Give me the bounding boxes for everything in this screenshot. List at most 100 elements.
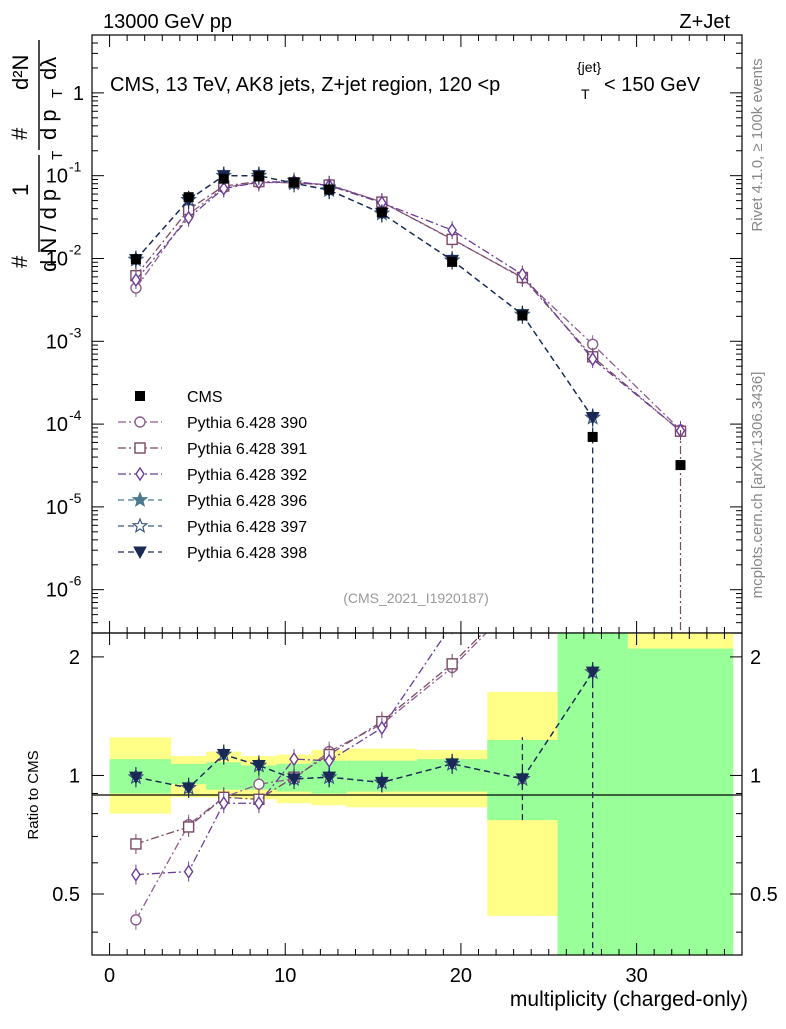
legend-marker [134,442,146,454]
y-tick-label-main-exponent: -6 [69,573,82,589]
series-point [183,210,194,226]
chart-title: CMS, 13 TeV, AK8 jets, Z+jet region, 120… [110,74,500,96]
rivet-label: Rivet 4.1.0, ≥ 100k events [749,58,766,231]
y-tick-label-main-exponent: -1 [69,159,82,175]
main-data-layer [127,166,687,633]
series-line-2 [135,180,681,432]
y-tick-label-main-exponent: -4 [69,407,82,423]
legend-marker [135,466,145,482]
ratio-band-inner [171,763,207,785]
cms-point [218,173,229,184]
y-label-dn: d N / d p [36,189,61,272]
y-tick-label-main: 10 [46,414,68,436]
ratio-point [289,751,299,767]
y-tick-label-main: 10 [46,580,68,602]
y-label-one: 1 [8,184,33,196]
y-tick-label-ratio: 0.5 [52,884,80,906]
series-point [131,272,141,288]
y-tick-label-ratio-right: 0.5 [750,884,778,906]
x-axis-label: multiplicity (charged-only) [510,988,748,1011]
ratio-point [377,720,387,736]
cms-point [289,177,300,188]
series-line-6 [135,175,594,418]
ratio-point [181,782,196,795]
y-tick-label-main: 10 [46,497,68,519]
y-tick-label-ratio-right: 2 [750,647,761,669]
ratio-data-layer [127,633,601,955]
ratio-line-6 [135,671,594,789]
series-point [517,267,528,282]
cms-point [376,207,387,218]
ratio-point [324,753,335,768]
chart-title-suffix: < 150 GeV [604,74,701,96]
x-tick-label: 20 [450,965,472,987]
cms-point [130,254,141,265]
ratio-point [183,864,194,879]
series-point [587,351,598,367]
chart-title-sup: {jet} [577,59,601,75]
ratio-point [375,776,389,790]
y-label-dl: dλ [36,57,61,80]
legend-marker [131,491,149,508]
ratio-point [130,838,142,850]
y-label-t: T [49,151,66,160]
ratio-point [322,771,337,785]
y-tick-label-ratio: 1 [69,765,80,787]
legend-label: Pythia 6.428 397 [187,519,307,536]
y-tick-label-main-exponent: -3 [69,324,82,340]
y-label-d2n: d²N [8,55,33,90]
process-label: Z+Jet [679,11,730,33]
y-tick-label-main: 1 [73,83,84,105]
chart-title-sub: T [581,86,590,102]
cms-point [587,431,598,442]
ratio-plot: 0 10 20 30 0.5 0.5 1 1 2 2 Ratio to CMS [25,632,778,987]
series-point [447,222,457,238]
cms-point [447,256,458,267]
x-tick-label: 0 [104,965,115,987]
y-label-t2: T [49,89,66,98]
series-line-3 [135,180,681,432]
y-tick-label-ratio-right: 1 [750,765,761,787]
legend-marker-cms [135,391,145,401]
legend-label: Pythia 6.428 392 [187,467,307,484]
y-tick-label-main: 10 [46,248,68,270]
cms-point [675,460,686,471]
ratio-point [287,773,301,786]
energy-label: 13000 GeV pp [103,11,232,33]
cms-point [324,184,335,195]
legend-marker [131,517,149,534]
y-label-hash-2: # [7,127,32,140]
ratio-point [182,821,195,833]
cms-point [253,171,264,182]
ratio-frame [91,632,743,956]
ratio-point [252,759,266,773]
legend-label: Pythia 6.428 391 [187,441,307,458]
y-tick-label-ratio: 2 [69,647,80,669]
y-label-dpt: d p [36,109,61,140]
ratio-point [446,658,458,670]
cms-point [183,192,194,203]
legend-label-cms: CMS [187,389,223,406]
series-point [218,181,229,196]
ratio-band-inner [627,648,734,955]
ratio-point [131,867,141,882]
y-axis-label-ratio: Ratio to CMS [25,750,42,839]
ratio-bands [109,633,734,955]
y-tick-label-main: 10 [46,331,68,353]
ratio-point [130,914,142,926]
x-tick-label: 30 [625,965,647,987]
y-tick-label-main: 10 [46,166,68,188]
y-label-hash-1: # [7,255,32,268]
analysis-label: (CMS_2021_I1920187) [343,590,489,606]
y-tick-label-main-exponent: -2 [69,241,82,257]
main-plot: 110-110-210-310-410-510-6 CMS, 13 TeV, A… [7,34,743,634]
mcplots-label: mcplots.cern.ch [arXiv:1306.3436] [749,372,766,599]
legend-marker [134,416,146,428]
ratio-point [445,758,459,771]
chart-title-prefix: CMS, 13 TeV, AK8 jets, Z+jet region, 120… [110,74,500,96]
legend-label: Pythia 6.428 390 [187,415,307,432]
main-axes: 110-110-210-310-410-510-6 [46,34,743,634]
ratio-point [254,795,264,811]
cms-point [517,310,528,321]
